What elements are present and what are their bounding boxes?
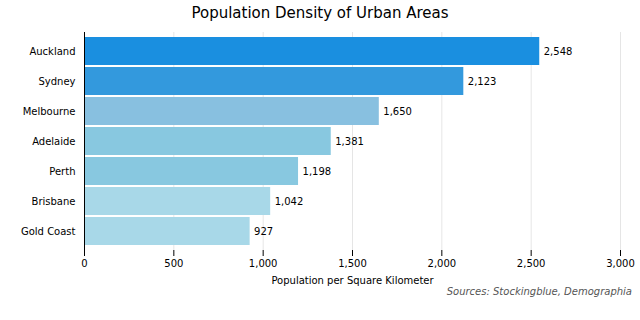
svg-text:927: 927 <box>254 226 273 237</box>
svg-text:Melbourne: Melbourne <box>23 106 76 117</box>
svg-text:Population per Square Kilomete: Population per Square Kilometer <box>271 275 434 286</box>
html-text:Population Density of Urban Ar: Population Density of Urban Areas <box>191 4 449 22</box>
svg-text:1,381: 1,381 <box>335 136 364 147</box>
svg-text:Adelaide: Adelaide <box>32 136 75 147</box>
svg-text:2,123: 2,123 <box>468 76 497 87</box>
svg-text:500: 500 <box>164 258 183 269</box>
html-text:Sources: Stockingblue, Demogra: Sources: Stockingblue, Demographia <box>446 286 632 297</box>
svg-text:2,548: 2,548 <box>544 46 573 57</box>
svg-text:0: 0 <box>81 258 87 269</box>
svg-text:2,500: 2,500 <box>517 258 546 269</box>
svg-text:Auckland: Auckland <box>29 46 75 57</box>
svg-text:2,000: 2,000 <box>428 258 457 269</box>
svg-text:Gold Coast: Gold Coast <box>21 226 76 237</box>
svg-text:1,198: 1,198 <box>303 166 332 177</box>
svg-text:Brisbane: Brisbane <box>32 196 76 207</box>
svg-text:1,042: 1,042 <box>275 196 304 207</box>
svg-text:1,000: 1,000 <box>249 258 278 269</box>
svg-text:1,650: 1,650 <box>383 106 412 117</box>
svg-text:1,500: 1,500 <box>338 258 367 269</box>
svg-text:Perth: Perth <box>49 166 75 177</box>
svg-text:Sydney: Sydney <box>38 76 75 87</box>
svg-text:3,000: 3,000 <box>606 258 635 269</box>
